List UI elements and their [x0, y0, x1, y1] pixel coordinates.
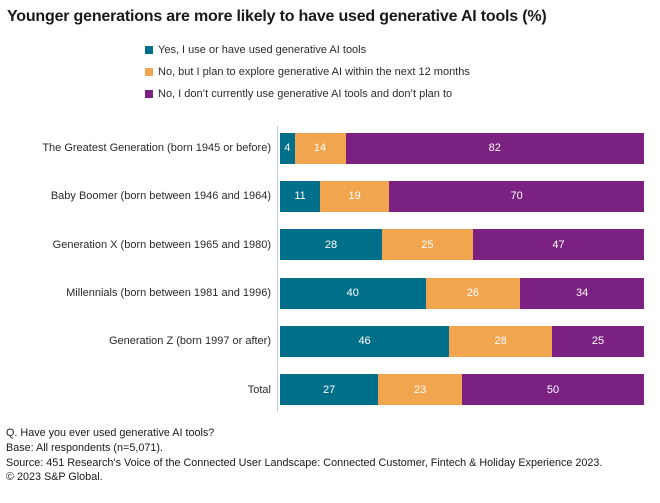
- value-label: 70: [510, 190, 523, 203]
- category-label: Millennials (born between 1981 and 1996): [66, 287, 271, 300]
- chart-title: Younger generations are more likely to h…: [7, 8, 547, 25]
- bar-segment: 14: [294, 132, 346, 164]
- bar-segment: 25: [381, 229, 473, 261]
- bar-segment: 23: [378, 374, 462, 406]
- bar-segment: 34: [520, 277, 644, 309]
- legend-label: Yes, I use or have used generative AI to…: [158, 44, 367, 56]
- bar-segment: 27: [280, 374, 379, 406]
- bar-segment: 19: [320, 180, 390, 212]
- bar-track: 4 14 82: [280, 132, 644, 164]
- bar-segment: 25: [552, 325, 644, 357]
- value-label: 28: [324, 238, 338, 251]
- bar-segment: 70: [389, 180, 644, 212]
- value-label: 47: [552, 238, 565, 251]
- category-label: Generation X (born between 1965 and 1980…: [52, 238, 271, 251]
- legend: Yes, I use or have used generative AI to…: [145, 44, 470, 110]
- bar-segment: 11: [280, 180, 321, 212]
- footer-copyright: © 2023 S&P Global.: [6, 471, 103, 484]
- chart-row: Total 27 23 50: [0, 365, 660, 413]
- category-label: Generation Z (born 1997 or after): [108, 335, 271, 348]
- category-label: Total: [247, 383, 271, 396]
- chart-row: Millennials (born between 1981 and 1996)…: [0, 269, 660, 317]
- bar-segment: 46: [280, 325, 450, 357]
- value-label: 25: [421, 238, 434, 251]
- legend-item: No, I don’t currently use generative AI …: [145, 88, 470, 100]
- legend-swatch-icon: [145, 68, 153, 76]
- stacked-bar-chart: The Greatest Generation (born 1945 or be…: [0, 124, 660, 414]
- bar-segment: 82: [345, 132, 644, 164]
- category-label: The Greatest Generation (born 1945 or be…: [42, 142, 271, 155]
- bar-track: 27 23 50: [280, 374, 644, 406]
- value-label: 26: [466, 287, 480, 300]
- footer-notes: Q. Have you ever used generative AI tool…: [6, 426, 656, 485]
- value-label: 25: [591, 335, 605, 348]
- bar-segment: 40: [280, 277, 426, 309]
- value-label: 40: [346, 287, 359, 300]
- bar-track: 40 26 34: [280, 277, 644, 309]
- bar-track: 46 28 25: [280, 325, 644, 357]
- chart-rows: The Greatest Generation (born 1945 or be…: [0, 124, 660, 414]
- footer-base: Base: All respondents (n=5,071).: [6, 441, 163, 454]
- chart-row: Generation Z (born 1997 or after) 46 28 25: [0, 317, 660, 365]
- bar-segment: 28: [449, 325, 553, 357]
- value-label: 50: [546, 383, 560, 396]
- bar-segment: 47: [472, 229, 644, 261]
- bar-segment: 28: [280, 229, 382, 261]
- legend-label: No, I don’t currently use generative AI …: [158, 88, 453, 100]
- legend-item: Yes, I use or have used generative AI to…: [145, 44, 470, 56]
- chart-row: The Greatest Generation (born 1945 or be…: [0, 124, 660, 172]
- category-label: Baby Boomer (born between 1946 and 1964): [50, 190, 271, 203]
- value-label: 27: [323, 383, 336, 396]
- footer-question: Q. Have you ever used generative AI tool…: [6, 427, 215, 439]
- chart-row: Generation X (born between 1965 and 1980…: [0, 221, 660, 269]
- value-label: 11: [294, 190, 306, 203]
- value-label: 82: [488, 142, 501, 155]
- chart-row: Baby Boomer (born between 1946 and 1964)…: [0, 172, 660, 220]
- bar-segment: 4: [280, 132, 295, 164]
- footer-source: Source: 451 Research’s Voice of the Conn…: [6, 456, 603, 469]
- value-label: 34: [575, 287, 589, 300]
- legend-swatch-icon: [145, 90, 153, 98]
- value-label: 19: [348, 190, 361, 203]
- value-label: 23: [414, 383, 427, 396]
- legend-label: No, but I plan to explore generative AI …: [158, 66, 470, 78]
- bar-track: 28 25 47: [280, 229, 644, 261]
- y-axis-line: [277, 126, 278, 412]
- bar-track: 11 19 70: [280, 180, 644, 212]
- value-label: 4: [284, 142, 291, 155]
- bar-segment: 50: [462, 374, 644, 406]
- value-label: 46: [358, 335, 371, 348]
- bar-segment: 26: [425, 277, 521, 309]
- legend-swatch-icon: [145, 46, 153, 54]
- value-label: 28: [494, 335, 507, 348]
- legend-item: No, but I plan to explore generative AI …: [145, 66, 470, 78]
- value-label: 14: [313, 142, 327, 155]
